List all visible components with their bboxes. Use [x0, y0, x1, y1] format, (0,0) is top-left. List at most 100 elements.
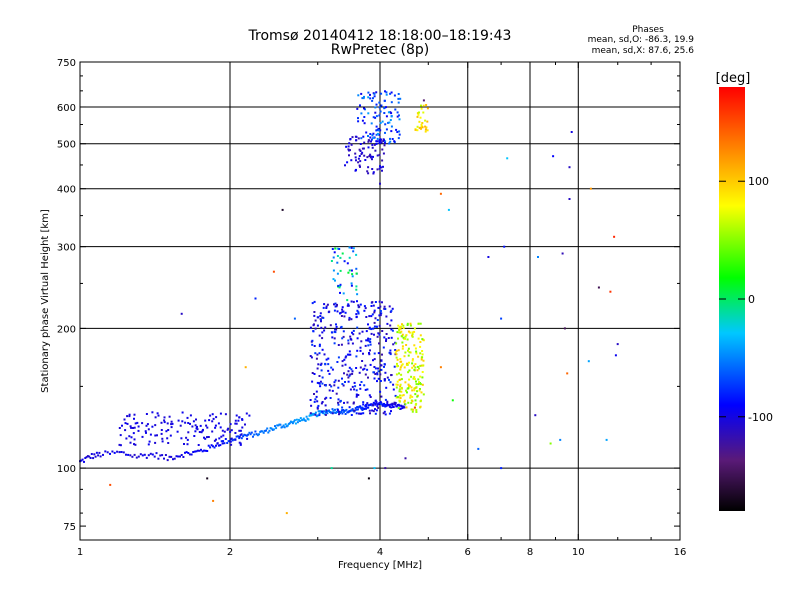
o-mode-point	[378, 333, 381, 336]
o-mode-point	[356, 337, 359, 340]
o-mode-point	[338, 286, 341, 289]
o-mode-point	[345, 355, 348, 358]
x-mode-point	[400, 335, 403, 338]
o-mode-point	[341, 409, 343, 412]
o-mode-point	[369, 136, 372, 139]
o-mode-point	[330, 366, 333, 369]
o-mode-point	[154, 416, 157, 419]
o-mode-point	[363, 107, 365, 110]
x-mode-point	[399, 378, 402, 381]
o-mode-point	[356, 326, 359, 329]
o-trace-point	[354, 407, 357, 410]
o-mode-point	[397, 97, 400, 100]
x-mode-point	[417, 322, 420, 325]
o-mode-point	[316, 367, 319, 370]
o-mode-point	[365, 339, 368, 342]
o-mode-point	[324, 397, 327, 400]
o-mode-point	[136, 421, 139, 424]
o-trace-point	[127, 453, 130, 456]
o-mode-point	[314, 352, 317, 355]
o-mode-point	[356, 349, 359, 352]
o-mode-point	[351, 370, 354, 373]
o-mode-point	[214, 424, 217, 427]
x-mode-point	[404, 351, 407, 354]
o-mode-point	[369, 341, 372, 343]
o-mode-point	[394, 108, 397, 111]
o-mode-point	[355, 253, 358, 256]
o-trace-point	[262, 431, 265, 434]
y-tick-label: 200	[57, 324, 76, 335]
o-mode-point	[234, 419, 237, 422]
x-mode-point	[419, 116, 422, 119]
x-mode-point	[420, 127, 422, 130]
x-mode-point	[414, 128, 417, 131]
o-mode-point	[195, 427, 198, 430]
o-trace-point	[80, 459, 83, 462]
o-mode-point	[376, 128, 379, 131]
noise-point	[413, 327, 416, 330]
x-mode-point	[411, 395, 414, 398]
o-trace-point	[84, 457, 87, 459]
o-mode-point	[361, 151, 364, 154]
o-mode-point	[380, 395, 383, 398]
o-mode-point	[373, 352, 376, 355]
o-mode-point	[355, 159, 357, 162]
o-trace-point	[334, 408, 336, 411]
o-mode-point	[355, 395, 358, 398]
o-trace-point	[341, 412, 344, 415]
o-mode-point	[337, 379, 340, 382]
o-mode-point	[350, 246, 353, 249]
x-mode-point	[395, 396, 398, 399]
x-mode-point	[419, 352, 422, 355]
o-mode-point	[363, 95, 365, 98]
o-mode-point	[351, 385, 354, 388]
o-trace-point	[213, 446, 216, 449]
x-mode-point	[420, 104, 422, 107]
x-mode-point	[411, 358, 414, 361]
o-mode-point	[355, 168, 357, 171]
o-mode-point	[341, 383, 344, 385]
o-trace-point	[304, 419, 307, 422]
o-trace-point	[248, 431, 251, 434]
o-mode-point	[357, 117, 359, 120]
noise-point	[487, 256, 490, 258]
o-mode-point	[371, 313, 374, 316]
o-mode-point	[132, 427, 134, 429]
o-trace-point	[244, 434, 247, 437]
o-trace-point	[204, 449, 207, 452]
o-mode-point	[211, 430, 214, 433]
o-trace-point	[172, 458, 174, 461]
o-trace-point	[277, 424, 280, 427]
o-mode-point	[230, 429, 233, 432]
o-trace-point	[342, 409, 345, 411]
x-tick-label: 1	[77, 547, 83, 558]
o-mode-point	[364, 373, 367, 376]
x-mode-point	[414, 347, 417, 350]
o-trace-point	[238, 437, 241, 440]
o-trace-point	[170, 455, 173, 458]
o-trace-point	[255, 433, 258, 436]
o-mode-point	[361, 97, 364, 100]
o-mode-point	[395, 128, 398, 131]
x-mode-point	[395, 349, 398, 352]
x-mode-point	[418, 381, 420, 384]
o-mode-point	[128, 435, 131, 438]
o-mode-point	[331, 248, 334, 250]
y-tick-label: 750	[57, 58, 76, 69]
o-trace-point	[249, 433, 252, 436]
o-mode-point	[350, 318, 353, 321]
o-mode-point	[154, 424, 157, 427]
o-mode-point	[368, 353, 371, 356]
o-mode-point	[357, 304, 360, 307]
o-mode-point	[119, 434, 122, 437]
o-mode-point	[212, 417, 215, 420]
o-mode-point	[133, 438, 136, 441]
o-mode-point	[398, 133, 401, 136]
x-mode-point	[412, 408, 415, 411]
o-mode-point	[370, 305, 373, 307]
o-mode-point	[385, 386, 388, 389]
x-mode-point	[410, 375, 413, 378]
o-trace-point	[206, 450, 209, 452]
o-trace-point	[301, 418, 304, 421]
